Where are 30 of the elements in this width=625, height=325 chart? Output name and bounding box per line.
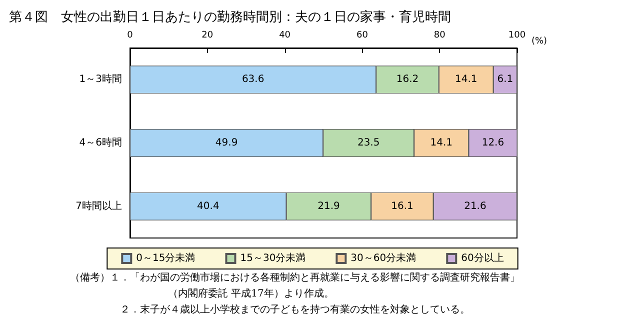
data-label: 6.1 <box>497 74 514 86</box>
data-label: 63.6 <box>242 74 264 86</box>
data-label: 40.4 <box>197 200 220 212</box>
x-tick-label: 60 <box>356 30 368 40</box>
x-tick-label: 40 <box>279 30 291 40</box>
data-label: 49.9 <box>215 138 238 148</box>
legend-label: 15～30分未満 <box>240 252 306 264</box>
text: （内閣府委託 平成17年）より作成。 <box>168 288 334 300</box>
x-tick-label: 80 <box>434 30 446 40</box>
data-label: 12.6 <box>482 138 504 148</box>
x-axis-title: (%) <box>531 36 548 46</box>
data-label: 14.1 <box>430 138 452 148</box>
x-tick-label: 0 <box>127 30 134 40</box>
y-tick-label: 7時間以上 <box>76 200 122 212</box>
legend-label: 30～60分未満 <box>350 252 416 264</box>
x-tick-label: 20 <box>202 30 214 40</box>
data-label: 21.9 <box>318 200 340 212</box>
x-tick-label: 100 <box>508 30 526 40</box>
y-tick-label: 1～3時間 <box>79 73 122 86</box>
text: ２．末子が４歳以上小学校までの子どもを持つ有業の女性を対象としている。 <box>120 304 470 316</box>
y-tick-label: 4～6時間 <box>79 136 122 148</box>
data-label: 14.1 <box>454 74 478 86</box>
legend-label: 0～15分未満 <box>136 252 196 264</box>
legend-label: 60分以上 <box>461 252 504 264</box>
data-label: 16.2 <box>396 74 419 86</box>
chart-title: 第４図 女性の出勤日１日あたりの勤務時間別：夫の１日の家事・育児時間 <box>9 9 451 25</box>
text: （備考）１．「わが国の労働市場における各種制約と再就業に与える影響に関する調査研究報告書」 <box>70 272 520 284</box>
data-label: 21.6 <box>464 200 486 212</box>
data-label: 23.5 <box>357 138 380 148</box>
data-label: 16.1 <box>391 200 414 212</box>
